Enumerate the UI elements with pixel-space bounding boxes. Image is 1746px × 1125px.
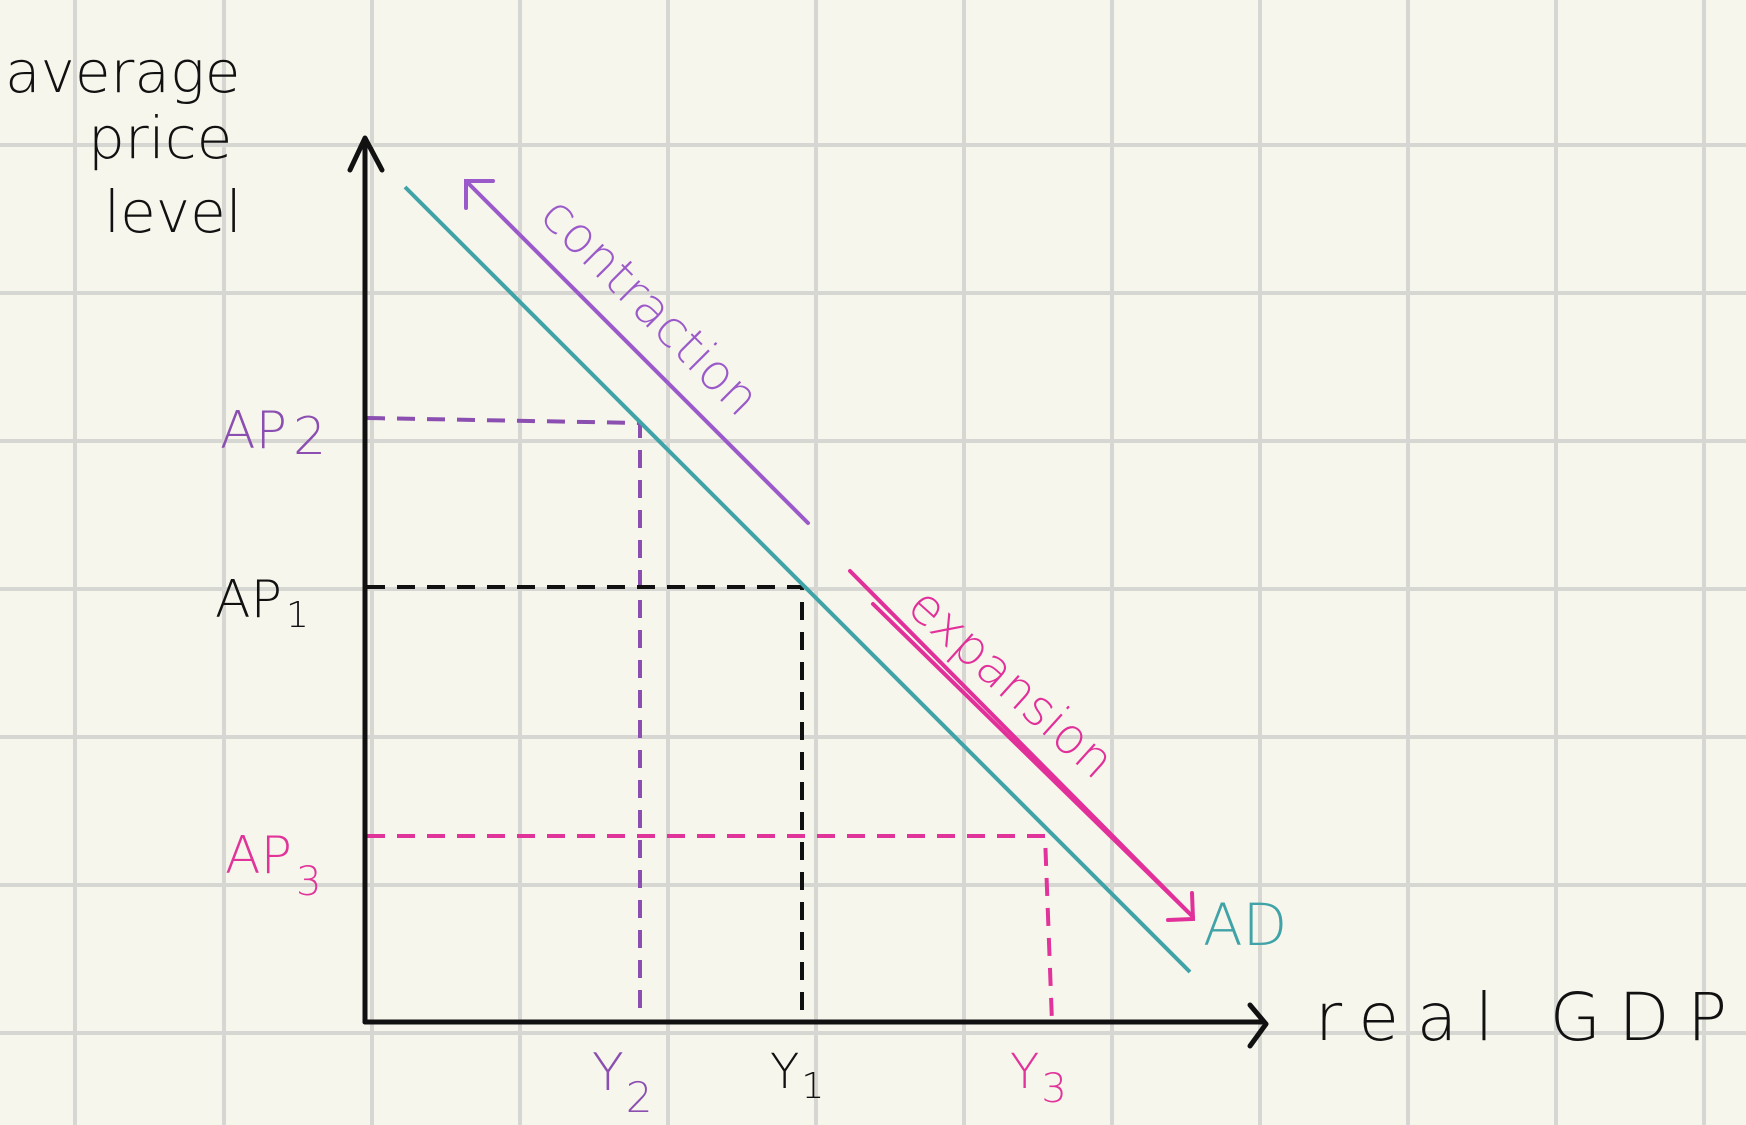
ad-label: AD — [1203, 891, 1287, 959]
ap2-label-base: AP — [220, 401, 287, 461]
y3-label-base: Y — [1010, 1044, 1039, 1100]
y-axis-label: average price level — [5, 38, 259, 246]
axes — [347, 135, 1269, 1049]
ap1-label: AP 1 — [215, 570, 309, 636]
ap3-label-base: AP — [225, 826, 292, 886]
ap3-guide-line — [367, 834, 1054, 1023]
expansion-arrow — [848, 569, 1196, 922]
ap3-label: AP 3 — [225, 826, 321, 905]
ad-curve — [403, 185, 1192, 974]
guide-ap2 — [366, 416, 642, 1022]
x-axis-arrowhead — [1247, 1002, 1269, 1049]
ap2-label-sub: 2 — [293, 407, 326, 467]
y1-label: Y1 — [770, 1044, 824, 1107]
y1-label-base: Y — [770, 1044, 799, 1100]
y3-label: Y3 — [1010, 1044, 1067, 1112]
guide-ap3 — [367, 834, 1054, 1023]
ap1-guide-line — [367, 585, 804, 1022]
y-axis-arrowhead — [347, 135, 385, 173]
y2-label-base: Y — [592, 1043, 624, 1103]
y1-label-sub: 1 — [801, 1066, 824, 1107]
y-axis-label-line-3: level — [104, 178, 242, 246]
guide-ap1 — [367, 585, 804, 1022]
x-axis-label: real GDP — [1315, 979, 1733, 1056]
ap1-label-sub: 1 — [286, 595, 309, 636]
y-axis-label-line-2: price — [88, 104, 232, 172]
y2-label: Y2 — [592, 1043, 653, 1122]
ap2-guide-line — [366, 416, 642, 1022]
y3-label-sub: 3 — [1041, 1066, 1066, 1112]
ap1-label-base: AP — [215, 570, 282, 630]
ap2-label: AP 2 — [220, 401, 326, 467]
ap3-label-sub: 3 — [296, 859, 321, 905]
y-axis-label-line-1: average — [5, 38, 240, 106]
y2-label-sub: 2 — [626, 1073, 653, 1122]
expansion-label: expansion — [897, 576, 1126, 790]
contraction-label: contraction — [530, 185, 772, 427]
contraction-arrow — [464, 179, 810, 525]
